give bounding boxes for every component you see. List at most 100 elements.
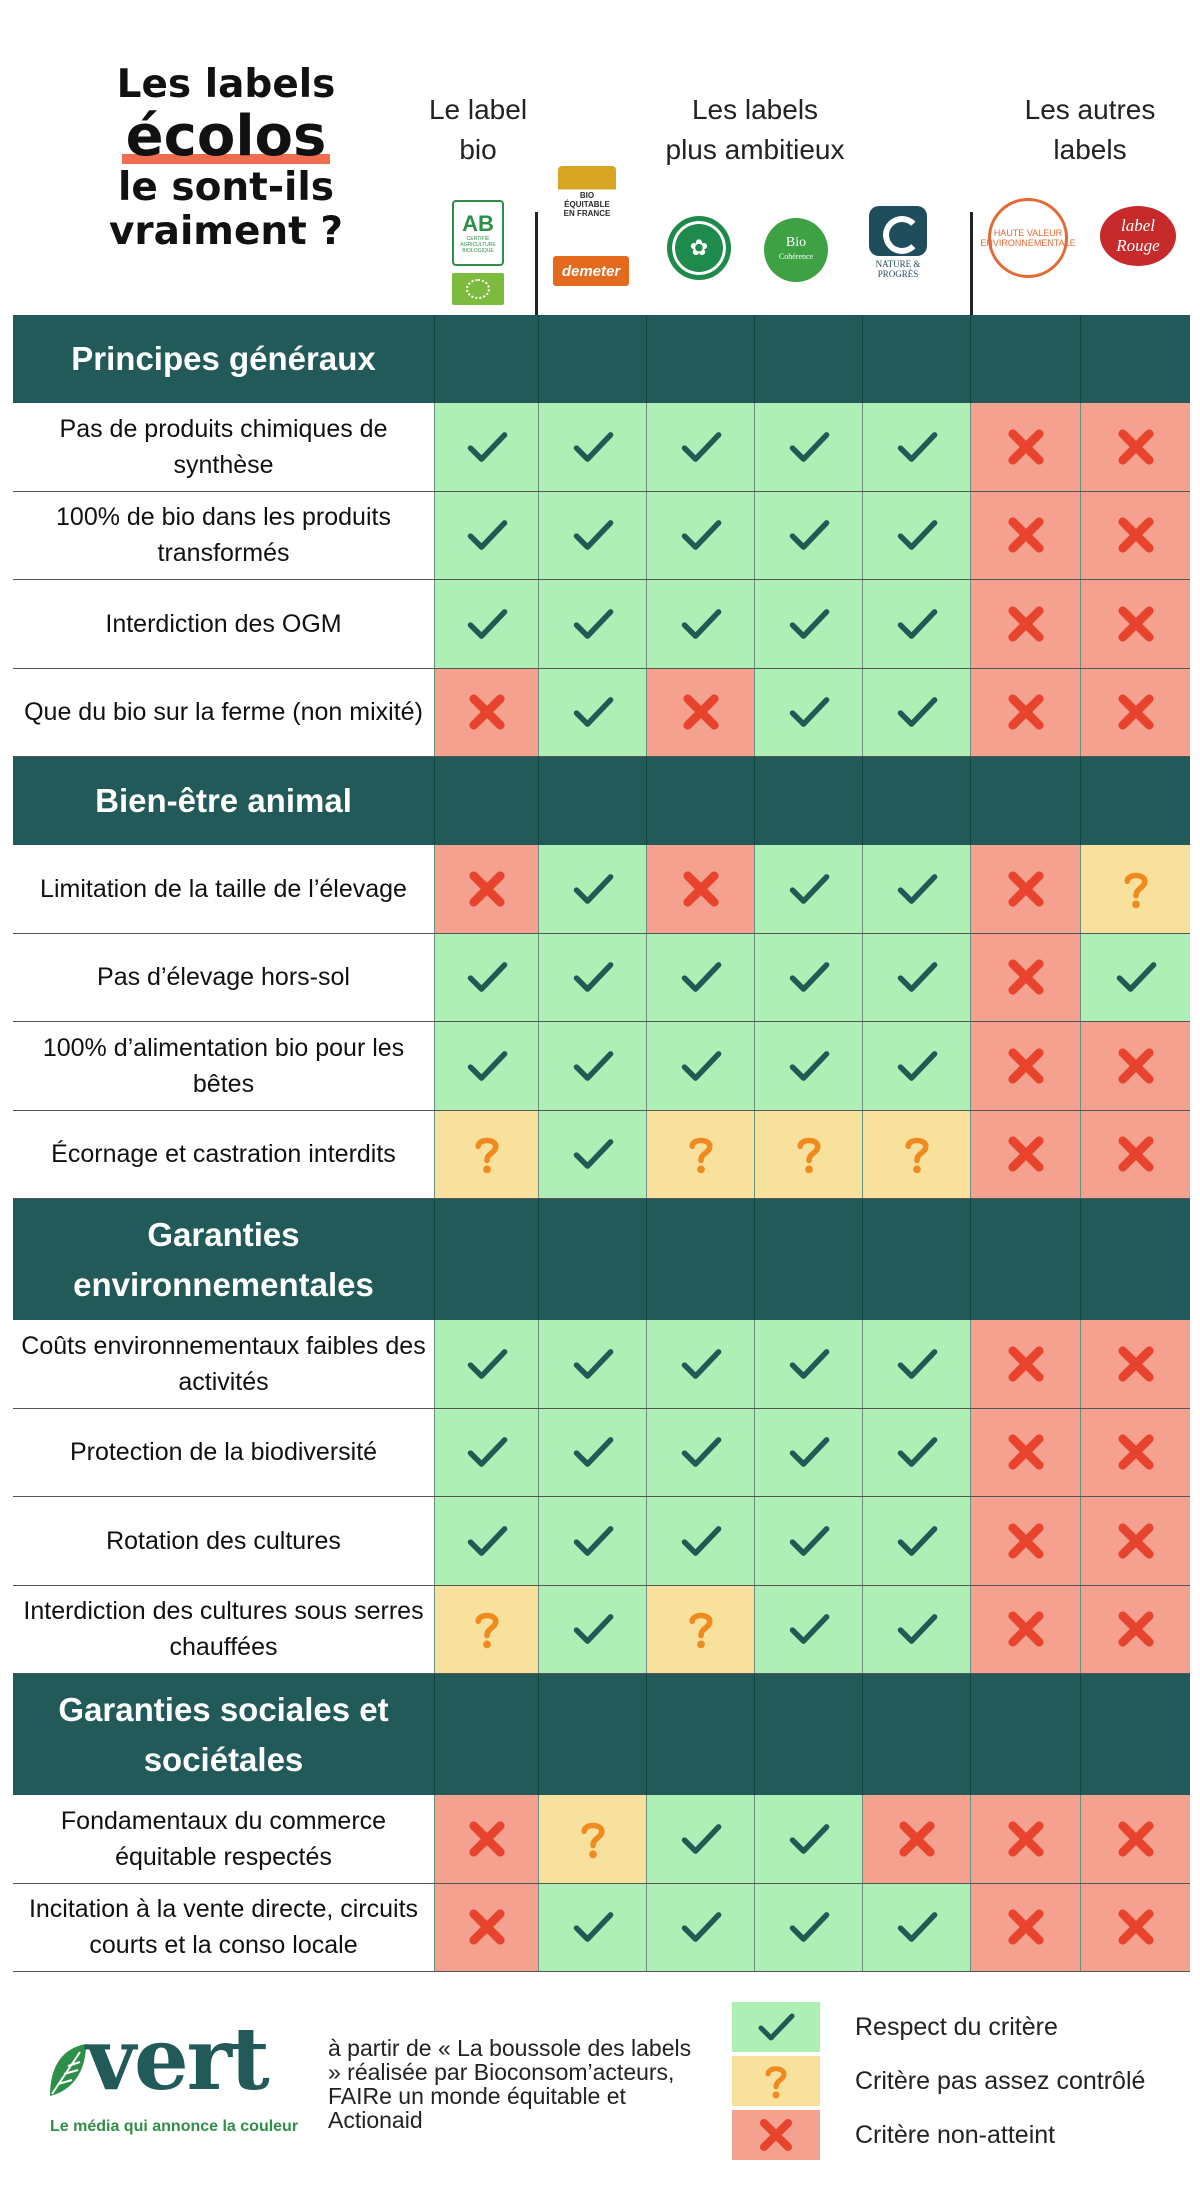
cross-icon	[1117, 1136, 1154, 1172]
criterion-label: Interdiction des cultures sous serres ch…	[23, 1597, 424, 1662]
rating-cell	[434, 1022, 538, 1110]
check-icon	[1116, 962, 1156, 993]
rating-cell	[1080, 1110, 1190, 1198]
section-header: Principes généraux	[13, 315, 1190, 403]
rating-cell	[970, 1497, 1080, 1585]
criterion-label: Pas de produits chimiques de synthèse	[59, 414, 388, 479]
rating-cell	[434, 580, 538, 668]
cross-icon	[1117, 1909, 1154, 1945]
check-icon	[681, 1348, 721, 1379]
comparison-table: Principes généraux Pas de produits chimiq…	[13, 315, 1190, 1973]
group-label-ambitious: Les labels plus ambitieux	[665, 94, 845, 165]
cross-icon	[1007, 1909, 1044, 1945]
rating-cell	[1080, 845, 1190, 933]
rating-cell	[538, 933, 646, 1021]
check-icon	[681, 1050, 721, 1081]
rating-cell	[754, 1320, 862, 1408]
rating-cell	[1080, 668, 1190, 756]
question-icon	[765, 2066, 787, 2099]
criterion-label: Que du bio sur la ferme (non mixité)	[24, 698, 423, 727]
fnab-logo-icon: ✿	[667, 216, 731, 280]
check-icon	[789, 520, 829, 551]
section-header: Garanties sociales et sociétales	[13, 1674, 1190, 1795]
rating-cell	[970, 1320, 1080, 1408]
check-icon	[789, 608, 829, 639]
section-title: Garanties environnementales	[73, 1215, 374, 1303]
rating-cell	[862, 1497, 970, 1585]
rating-cell	[754, 580, 862, 668]
rating-cell	[970, 491, 1080, 579]
check-icon	[789, 1050, 829, 1081]
rating-cell	[646, 403, 754, 491]
cross-icon	[1007, 871, 1044, 907]
rating-cell	[862, 933, 970, 1021]
check-icon	[467, 431, 507, 462]
check-icon	[467, 520, 507, 551]
rating-cell	[862, 1883, 970, 1971]
rating-cell	[1080, 1585, 1190, 1673]
ab-logo-icon: AB CERTIFIÉ AGRICULTURE BIOLOGIQUE	[452, 200, 504, 266]
table-row: Pas d’élevage hors-sol	[13, 933, 1190, 1022]
check-icon	[897, 1050, 937, 1081]
check-icon	[789, 1437, 829, 1468]
rating-cell	[754, 491, 862, 579]
rating-cell	[862, 845, 970, 933]
header-separator-2	[970, 212, 973, 329]
rating-cell	[754, 1022, 862, 1110]
section-title: Garanties sociales et sociétales	[58, 1690, 389, 1778]
cross-icon	[1117, 517, 1154, 553]
table-row: Pas de produits chimiques de synthèse	[13, 403, 1190, 492]
rating-cell	[1080, 1497, 1190, 1585]
legend-item: Respect du critère	[732, 2002, 1200, 2052]
check-icon	[467, 1525, 507, 1556]
check-icon	[789, 1912, 829, 1943]
question-icon	[796, 1138, 821, 1174]
check-icon	[573, 1525, 613, 1556]
cross-icon	[1007, 1523, 1044, 1559]
bio-coherence-logo-icon: Bio Cohérence	[764, 218, 828, 282]
rating-cell	[862, 1022, 970, 1110]
rating-cell	[538, 1320, 646, 1408]
legend-swatch	[732, 2002, 820, 2052]
table-row: 100% de bio dans les produits transformé…	[13, 491, 1190, 580]
rating-cell	[646, 1408, 754, 1496]
rating-cell	[434, 1408, 538, 1496]
vert-tagline: Le média qui annonce la couleur	[50, 2118, 299, 2135]
cross-icon	[1007, 606, 1044, 642]
rating-cell	[646, 668, 754, 756]
cross-icon	[898, 1821, 935, 1857]
rating-cell	[538, 1883, 646, 1971]
rating-cell	[1080, 1795, 1190, 1883]
check-icon	[573, 962, 613, 993]
question-icon	[474, 1613, 499, 1649]
check-icon	[573, 1437, 613, 1468]
source-credit: à partir de « La boussole des labels » r…	[328, 2035, 692, 2133]
rating-cell	[970, 580, 1080, 668]
check-icon	[573, 608, 613, 639]
check-icon	[789, 1348, 829, 1379]
rating-cell	[434, 1320, 538, 1408]
header-separator-1	[535, 212, 538, 329]
cross-icon	[468, 871, 505, 907]
criterion-label: Protection de la biodiversité	[69, 1438, 378, 1467]
check-icon	[573, 520, 613, 551]
check-icon	[573, 873, 613, 904]
nature-progres-logo-icon: NATURE & PROGRÈS	[866, 200, 930, 284]
check-icon	[681, 520, 721, 551]
section-title: Principes généraux	[71, 340, 376, 377]
rating-cell	[538, 1110, 646, 1198]
check-icon	[897, 608, 937, 639]
cross-icon	[1117, 1048, 1154, 1084]
rating-cell	[538, 1795, 646, 1883]
criterion-label: 100% de bio dans les produits transformé…	[56, 503, 391, 568]
rating-cell	[1080, 580, 1190, 668]
table-row: Que du bio sur la ferme (non mixité)	[13, 668, 1190, 757]
legend-label: Respect du critère	[855, 2012, 1058, 2041]
table-row: Incitation à la vente directe, circuits …	[13, 1883, 1190, 1972]
rating-cell	[1080, 1022, 1190, 1110]
cross-icon	[1007, 694, 1044, 730]
cross-icon	[760, 2119, 792, 2151]
rating-cell	[862, 1795, 970, 1883]
criterion-label: Limitation de la taille de l’élevage	[40, 874, 407, 903]
check-icon	[897, 520, 937, 551]
